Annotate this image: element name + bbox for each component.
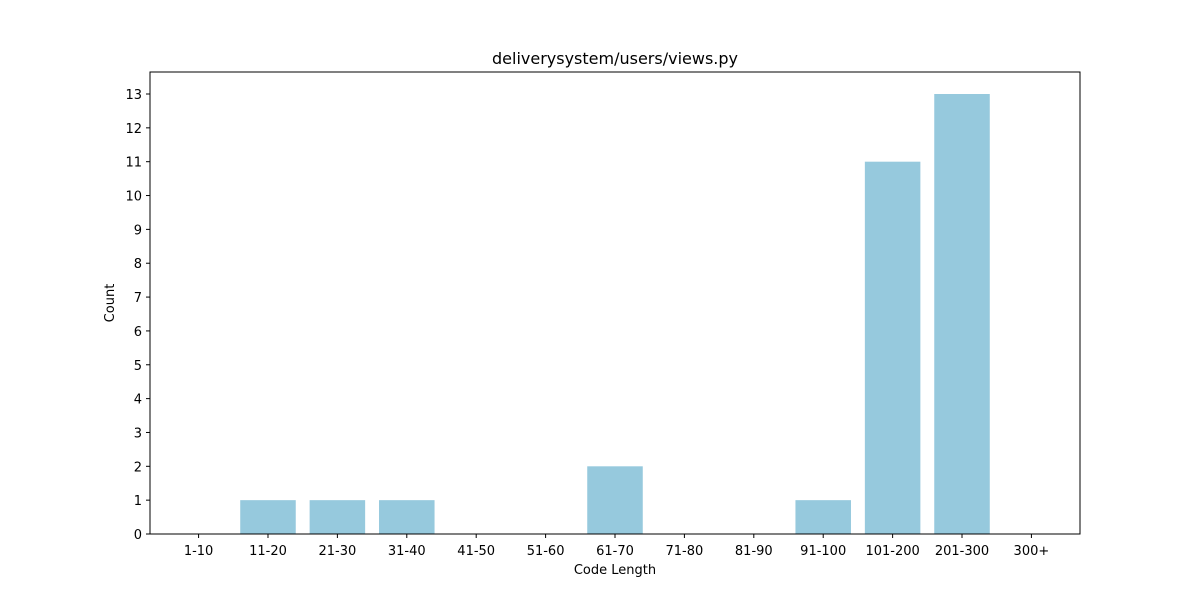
y-tick-label: 1 <box>134 494 142 509</box>
bar-91-100 <box>795 500 851 534</box>
bar-11-20 <box>240 500 296 534</box>
x-tick-label: 41-50 <box>457 544 495 559</box>
y-tick-label: 3 <box>134 426 142 441</box>
x-tick-label: 51-60 <box>527 544 565 559</box>
bars-group <box>240 94 990 534</box>
y-tick-label: 13 <box>125 88 142 103</box>
y-tick-label: 11 <box>125 156 142 171</box>
x-tick-label: 91-100 <box>800 544 846 559</box>
x-tick-label: 201-300 <box>935 544 989 559</box>
y-tick-label: 0 <box>134 528 142 543</box>
chart-title: deliverysystem/users/views.py <box>492 49 738 68</box>
bar-101-200 <box>864 161 921 534</box>
x-tick-label: 11-20 <box>249 544 287 559</box>
bar-21-30 <box>309 500 366 534</box>
y-tick-label: 2 <box>134 460 142 475</box>
y-tick-label: 9 <box>134 223 142 238</box>
x-axis: 1-10 11-20 21-30 31-40 41-50 51-60 61-70 71-80 8… <box>184 534 1049 559</box>
y-tick-label: 5 <box>134 359 142 374</box>
x-tick-label: 31-40 <box>388 544 426 559</box>
x-tick-label: 101-200 <box>865 544 919 559</box>
x-tick-label: 81-90 <box>735 544 773 559</box>
y-tick-label: 12 <box>125 122 142 137</box>
x-tick-label: 61-70 <box>596 544 634 559</box>
x-tick-label: 300+ <box>1014 544 1050 559</box>
x-tick-label: 1-10 <box>184 544 214 559</box>
y-tick-label: 4 <box>134 393 142 408</box>
plot-frame <box>149 71 1081 535</box>
y-tick-label: 10 <box>125 190 142 205</box>
bar-31-40 <box>379 500 435 534</box>
x-tick-label: 21-30 <box>318 544 356 559</box>
bar-61-70 <box>587 466 643 534</box>
y-tick-label: 6 <box>134 325 142 340</box>
x-tick-label: 71-80 <box>666 544 704 559</box>
y-tick-label: 7 <box>134 291 142 306</box>
y-tick-label: 8 <box>134 257 142 272</box>
x-axis-label: Code Length <box>574 563 656 578</box>
bar-201-300 <box>934 94 990 534</box>
y-axis-label: Count <box>103 284 118 323</box>
